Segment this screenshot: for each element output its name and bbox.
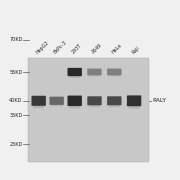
FancyBboxPatch shape (87, 69, 102, 75)
FancyBboxPatch shape (69, 75, 80, 78)
FancyBboxPatch shape (50, 97, 64, 105)
Text: 35KD: 35KD (9, 113, 22, 118)
FancyBboxPatch shape (107, 96, 122, 105)
FancyBboxPatch shape (129, 106, 140, 109)
Text: 293T: 293T (71, 43, 83, 55)
FancyBboxPatch shape (127, 95, 141, 106)
Text: Raji: Raji (130, 45, 140, 55)
FancyBboxPatch shape (109, 75, 120, 77)
Text: A549: A549 (91, 43, 103, 55)
Text: 40KD: 40KD (9, 98, 22, 103)
Text: BxPc-3: BxPc-3 (53, 40, 68, 55)
FancyBboxPatch shape (51, 104, 62, 107)
FancyBboxPatch shape (68, 96, 82, 106)
Text: HeLa: HeLa (111, 43, 123, 55)
Text: 70KD: 70KD (9, 37, 22, 42)
FancyBboxPatch shape (89, 75, 100, 77)
FancyBboxPatch shape (31, 96, 46, 106)
FancyBboxPatch shape (109, 105, 120, 107)
FancyBboxPatch shape (33, 105, 44, 108)
Text: 25KD: 25KD (9, 141, 22, 147)
FancyBboxPatch shape (89, 105, 100, 107)
Text: RALY: RALY (152, 98, 166, 103)
Text: HepG2: HepG2 (35, 40, 50, 55)
FancyBboxPatch shape (68, 68, 82, 76)
FancyBboxPatch shape (107, 69, 122, 75)
FancyBboxPatch shape (87, 96, 102, 105)
Bar (28, 58, 148, 162)
FancyBboxPatch shape (69, 105, 80, 108)
Text: 55KD: 55KD (9, 69, 22, 75)
